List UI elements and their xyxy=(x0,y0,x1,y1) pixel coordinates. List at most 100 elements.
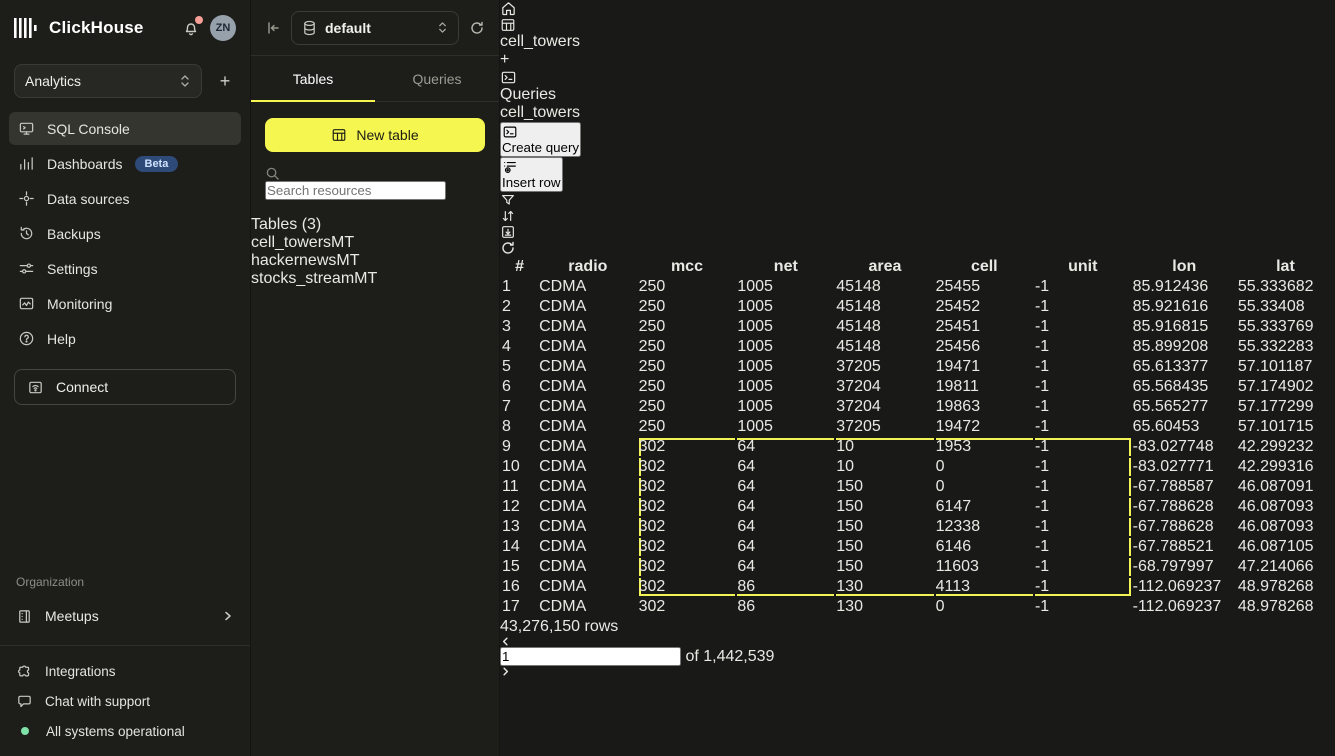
grid-cell[interactable]: CDMA xyxy=(539,518,587,535)
grid-cell[interactable]: -1 xyxy=(1034,298,1050,315)
table-list-item[interactable]: stocks_streamMT xyxy=(251,270,499,288)
grid-cell[interactable]: 1005 xyxy=(737,398,773,415)
row-number[interactable]: 16 xyxy=(502,578,520,595)
column-header-area[interactable]: area xyxy=(868,258,902,275)
grid-cell[interactable]: 19863 xyxy=(935,398,981,415)
grid-cell[interactable]: CDMA xyxy=(539,498,587,515)
grid-cell[interactable]: 0 xyxy=(935,598,945,615)
row-number[interactable]: 11 xyxy=(502,478,519,495)
row-number[interactable]: 9 xyxy=(502,438,511,455)
grid-cell[interactable]: -1 xyxy=(1035,498,1131,516)
grid-cell[interactable]: -112.069237 xyxy=(1132,598,1222,615)
grid-cell[interactable]: -112.069237 xyxy=(1132,578,1222,595)
grid-cell[interactable]: CDMA xyxy=(539,558,587,575)
grid-cell[interactable]: 6147 xyxy=(935,498,972,515)
grid-cell[interactable]: 302 xyxy=(639,558,736,576)
sidebar-item-integrations[interactable]: Integrations xyxy=(0,656,250,686)
grid-cell[interactable]: 85.916815 xyxy=(1132,318,1209,335)
grid-cell[interactable]: 57.177299 xyxy=(1237,398,1314,415)
grid-cell[interactable]: CDMA xyxy=(539,278,587,295)
grid-cell[interactable]: 46.087093 xyxy=(1237,518,1314,535)
grid-cell[interactable]: 25452 xyxy=(935,298,981,315)
tab-tables[interactable]: Tables xyxy=(251,56,375,102)
grid-cell[interactable]: 150 xyxy=(836,478,863,495)
grid-cell[interactable]: -1 xyxy=(1034,358,1050,375)
column-header-net[interactable]: net xyxy=(773,258,798,275)
sidebar-item-data-sources[interactable]: Data sources xyxy=(9,182,241,215)
grid-cell[interactable]: -1 xyxy=(1035,538,1131,556)
grid-cell[interactable]: 65.565277 xyxy=(1132,398,1209,415)
connect-button[interactable]: Connect xyxy=(14,369,236,405)
grid-cell[interactable]: 302 xyxy=(639,438,736,456)
tab-cell-towers[interactable]: cell_towers xyxy=(500,17,1335,51)
grid-cell[interactable]: 302 xyxy=(639,498,736,516)
grid-cell[interactable]: 19471 xyxy=(935,358,981,375)
column-header-lat[interactable]: lat xyxy=(1276,258,1295,275)
row-number[interactable]: 5 xyxy=(502,358,511,375)
table-list-item[interactable]: cell_towersMT xyxy=(251,234,499,252)
grid-cell[interactable]: 10 xyxy=(836,438,933,456)
column-header-unit[interactable]: unit xyxy=(1068,258,1098,275)
grid-cell[interactable]: 45148 xyxy=(836,298,881,315)
grid-cell[interactable]: 85.912436 xyxy=(1132,278,1209,295)
sidebar-item-chat-support[interactable]: Chat with support xyxy=(0,686,250,716)
grid-cell[interactable]: 46.087105 xyxy=(1237,538,1314,555)
grid-cell[interactable]: 46.087093 xyxy=(1237,498,1314,515)
workspace-selector[interactable]: Analytics xyxy=(14,64,202,98)
grid-cell[interactable]: -1 xyxy=(1035,438,1131,456)
sort-button[interactable] xyxy=(500,208,1335,224)
create-query-button[interactable]: Create query xyxy=(500,122,582,157)
grid-cell[interactable]: -1 xyxy=(1034,398,1050,415)
grid-cell[interactable]: -1 xyxy=(1035,578,1131,596)
grid-cell[interactable]: 302 xyxy=(639,478,736,496)
sidebar-item-monitoring[interactable]: Monitoring xyxy=(9,287,241,320)
grid-cell[interactable]: 150 xyxy=(836,518,863,535)
row-number[interactable]: 4 xyxy=(502,338,511,355)
sidebar-item-backups[interactable]: Backups xyxy=(9,217,241,250)
prev-page-button[interactable] xyxy=(500,636,1335,647)
grid-cell[interactable]: 64 xyxy=(737,558,756,575)
grid-cell[interactable]: 250 xyxy=(638,378,666,395)
database-selector[interactable]: default xyxy=(291,10,459,45)
grid-cell[interactable]: 64 xyxy=(737,458,756,475)
grid-cell[interactable]: 65.613377 xyxy=(1132,358,1209,375)
grid-cell[interactable]: 64 xyxy=(737,438,834,456)
grid-cell[interactable]: 64 xyxy=(737,478,756,495)
grid-cell[interactable]: -1 xyxy=(1034,418,1050,435)
grid-cell[interactable]: 250 xyxy=(638,298,666,315)
grid-cell[interactable]: -67.788628 xyxy=(1132,498,1214,515)
grid-cell[interactable]: 1005 xyxy=(737,338,773,355)
row-number[interactable]: 2 xyxy=(502,298,511,315)
grid-cell[interactable]: 6146 xyxy=(935,538,972,555)
sidebar-item-dashboards[interactable]: Dashboards Beta xyxy=(9,147,241,180)
grid-cell[interactable]: 55.33408 xyxy=(1237,298,1305,315)
grid-cell[interactable]: 302 xyxy=(639,518,736,536)
grid-cell[interactable]: CDMA xyxy=(539,338,587,355)
grid-cell[interactable]: 4113 xyxy=(936,578,1033,596)
grid-cell[interactable]: -1 xyxy=(1034,378,1050,395)
grid-cell[interactable]: 86 xyxy=(737,598,756,615)
grid-cell[interactable]: 1953 xyxy=(936,438,1033,456)
grid-cell[interactable]: 12338 xyxy=(935,518,981,535)
row-number[interactable]: 17 xyxy=(502,598,520,615)
grid-cell[interactable]: 1005 xyxy=(737,278,773,295)
search-input[interactable] xyxy=(265,181,446,200)
grid-cell[interactable]: 250 xyxy=(638,418,666,435)
avatar[interactable]: ZN xyxy=(210,15,236,41)
grid-cell[interactable]: -83.027748 xyxy=(1132,438,1214,455)
grid-cell[interactable]: -1 xyxy=(1034,338,1050,355)
sidebar-item-meetups[interactable]: Meetups xyxy=(0,599,250,633)
grid-cell[interactable]: 130 xyxy=(836,598,863,615)
grid-cell[interactable]: 37205 xyxy=(836,418,881,435)
grid-cell[interactable]: 25451 xyxy=(935,318,981,335)
table-list-item[interactable]: hackernewsMT xyxy=(251,252,499,270)
notifications-button[interactable] xyxy=(180,16,203,39)
sidebar-item-settings[interactable]: Settings xyxy=(9,252,241,285)
grid-cell[interactable]: -83.027771 xyxy=(1132,458,1214,475)
grid-cell[interactable]: 10 xyxy=(836,458,855,475)
grid-cell[interactable]: -67.788587 xyxy=(1132,478,1214,495)
grid-cell[interactable]: 55.333769 xyxy=(1237,318,1314,335)
new-table-button[interactable]: New table xyxy=(265,118,485,152)
grid-cell[interactable]: 47.214066 xyxy=(1237,558,1314,575)
grid-cell[interactable]: 1005 xyxy=(737,298,773,315)
